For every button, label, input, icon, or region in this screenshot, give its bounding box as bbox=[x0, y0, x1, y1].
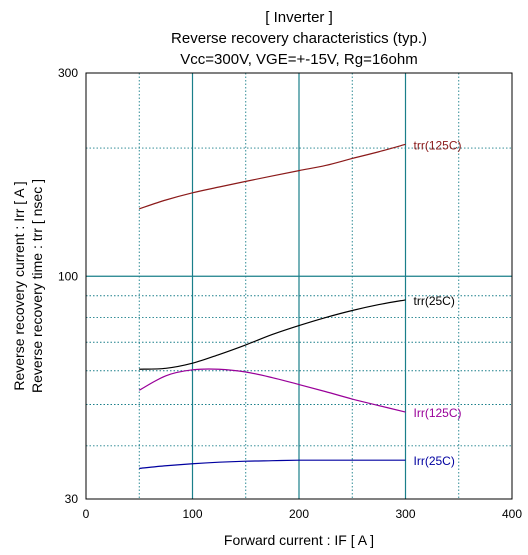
y-axis-label-1: Reverse recovery current : Irr [ A ] bbox=[11, 181, 27, 390]
plot-frame bbox=[85, 72, 513, 500]
y-tick-label: 300 bbox=[58, 66, 78, 80]
series-lines bbox=[138, 143, 406, 469]
chart-title-line-3: Vcc=300V, VGE=+-15V, Rg=16ohm bbox=[180, 51, 417, 68]
series-label: Irr(25C) bbox=[414, 454, 455, 468]
x-tick-label: 400 bbox=[502, 507, 522, 521]
y-axis-label-2: Reverse recovery time : trr [ nsec ] bbox=[29, 179, 45, 393]
chart-title-line-2: Reverse recovery characteristics (typ.) bbox=[171, 30, 427, 47]
series-line-trr-25c bbox=[139, 299, 406, 370]
x-tick-label: 200 bbox=[289, 507, 309, 521]
grid bbox=[86, 73, 512, 499]
tick-labels: 0 100 200 300 400 30 100 300 bbox=[58, 66, 522, 521]
series-label: trr(125C) bbox=[414, 138, 462, 152]
chart-title: [ Inverter ] Reverse recovery characteri… bbox=[171, 9, 427, 68]
series-line-irr-125c bbox=[138, 368, 406, 413]
x-tick-label: 0 bbox=[83, 507, 90, 521]
x-axis-label: Forward current : IF [ A ] bbox=[224, 532, 374, 548]
series-line-irr-25c bbox=[139, 459, 406, 469]
series-labels: trr(125C) trr(25C) Irr(125C) Irr(25C) bbox=[414, 138, 462, 468]
y-tick-label: 30 bbox=[65, 492, 79, 506]
x-tick-label: 100 bbox=[182, 507, 202, 521]
series-label: trr(25C) bbox=[414, 294, 455, 308]
series-line-trr-125c bbox=[139, 143, 406, 210]
x-tick-label: 300 bbox=[395, 507, 415, 521]
chart-title-line-1: [ Inverter ] bbox=[265, 9, 333, 26]
series-label: Irr(125C) bbox=[414, 406, 462, 420]
y-tick-label: 100 bbox=[58, 269, 78, 283]
